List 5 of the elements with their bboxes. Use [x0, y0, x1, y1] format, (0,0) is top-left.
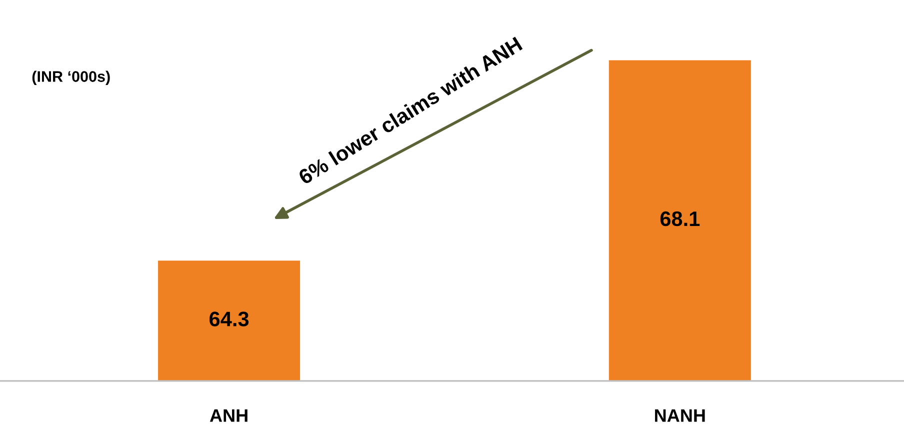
- data-label: 64.3: [210, 312, 249, 326]
- x-tick-label: NANH: [655, 409, 705, 422]
- data-label: 68.1: [660, 211, 700, 226]
- annotation: (INR ‘000s): [32, 70, 110, 85]
- x-tick-label: ANH: [210, 409, 248, 422]
